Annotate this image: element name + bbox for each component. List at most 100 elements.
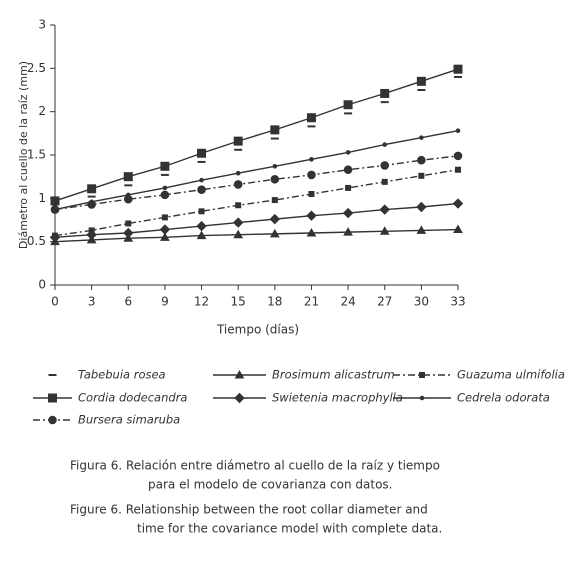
x-tick-label: 18 [267, 295, 282, 309]
marker [418, 172, 425, 179]
x-tick-label: 27 [377, 295, 392, 309]
marker [196, 220, 207, 232]
marker [343, 100, 353, 110]
marker [455, 166, 461, 173]
legend-label: Swietenia macrophylla [272, 391, 403, 405]
marker [49, 232, 61, 243]
marker [453, 64, 463, 74]
marker [160, 173, 169, 176]
x-tick-label: 33 [450, 295, 465, 309]
caption-line: Figure 6. Relationship between the root … [70, 503, 428, 517]
series-line [54, 130, 459, 211]
marker [235, 170, 241, 176]
series-line [54, 202, 459, 239]
x-tick-label: 21 [304, 295, 319, 309]
marker [199, 177, 204, 183]
marker [306, 113, 316, 123]
marker [380, 161, 390, 170]
marker [234, 392, 245, 404]
marker [379, 204, 390, 215]
x-tick-label: 15 [231, 295, 246, 309]
marker [306, 210, 317, 221]
marker [417, 155, 426, 165]
marker [161, 214, 168, 221]
x-tick-label: 9 [161, 295, 169, 309]
marker [381, 178, 388, 185]
marker [379, 226, 390, 235]
marker [87, 195, 96, 198]
x-tick-label: 24 [340, 295, 355, 309]
marker [345, 150, 351, 155]
x-tick-label: 30 [414, 295, 429, 309]
marker [417, 89, 426, 91]
series-line [54, 228, 459, 243]
marker [419, 372, 425, 378]
marker [344, 112, 353, 115]
marker [160, 161, 170, 171]
marker [416, 225, 427, 234]
marker [380, 101, 389, 104]
marker [162, 185, 168, 191]
marker [419, 395, 425, 401]
marker [454, 76, 462, 78]
x-tick-label: 3 [88, 295, 96, 309]
legend-label: Cedrela odorata [457, 391, 550, 405]
marker [196, 230, 207, 240]
marker [269, 228, 280, 238]
marker [87, 200, 96, 209]
marker [86, 229, 97, 240]
x-tick-label: 0 [51, 295, 59, 309]
marker [306, 227, 317, 237]
marker [198, 208, 205, 215]
marker [197, 160, 206, 163]
marker [197, 185, 206, 194]
marker [271, 197, 278, 204]
marker [234, 148, 243, 151]
marker [233, 136, 243, 146]
marker [416, 76, 426, 86]
marker [197, 148, 207, 158]
marker [159, 224, 171, 235]
marker [453, 151, 463, 161]
caption-line: time for the covariance model with compl… [137, 522, 442, 536]
y-tick-label: 2 [38, 104, 46, 118]
marker [343, 227, 353, 236]
marker [382, 142, 388, 147]
marker [309, 157, 314, 162]
series-line [54, 68, 459, 202]
marker [452, 198, 464, 209]
marker [232, 217, 244, 228]
marker [308, 191, 315, 197]
x-tick-label: 6 [124, 295, 132, 309]
marker [270, 125, 280, 135]
marker [48, 415, 57, 425]
x-axis-title: Tiempo (días) [216, 323, 299, 337]
marker [50, 196, 60, 206]
marker [160, 232, 170, 241]
y-tick-label: 2.5 [27, 61, 46, 75]
marker [87, 184, 97, 194]
marker [123, 172, 133, 182]
legend-label: Brosimum alicastrum [272, 368, 395, 382]
marker [160, 190, 170, 200]
marker [233, 180, 243, 189]
series-line [54, 155, 459, 211]
y-tick-label: 0.5 [27, 234, 46, 248]
caption-line: para el modelo de covarianza con datos. [148, 478, 392, 492]
marker [124, 184, 133, 187]
marker [235, 202, 242, 209]
y-tick-label: 1.5 [27, 148, 46, 162]
marker [125, 220, 132, 227]
y-tick-label: 0 [38, 278, 46, 292]
marker [50, 205, 60, 214]
y-tick-label: 1 [38, 191, 46, 205]
marker [234, 369, 245, 379]
marker [269, 213, 281, 225]
marker [270, 137, 279, 140]
marker [272, 163, 278, 169]
series-line [54, 169, 459, 237]
marker [342, 207, 354, 219]
marker [270, 174, 280, 184]
marker [416, 201, 427, 213]
